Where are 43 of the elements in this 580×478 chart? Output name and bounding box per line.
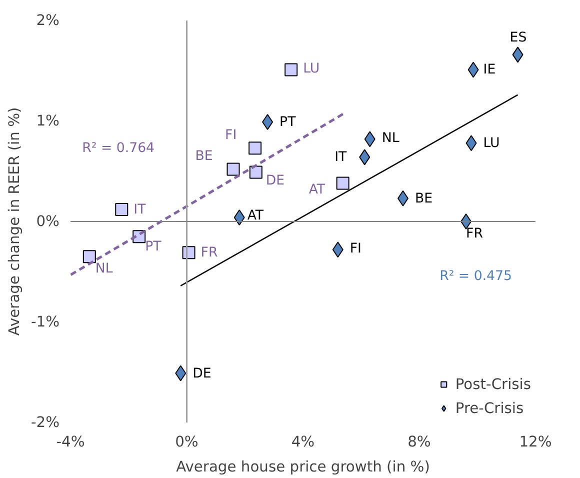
- x-tick-label: 8%: [408, 434, 431, 450]
- point: [226, 162, 240, 176]
- point: [248, 142, 262, 155]
- data-label: PT: [280, 115, 297, 130]
- data-label: DE: [266, 173, 285, 188]
- annotation: R² = 0.764: [82, 141, 155, 156]
- data-label: FR: [466, 226, 483, 242]
- legend-label: Post-Crisis: [455, 376, 531, 392]
- data-label: NL: [95, 262, 114, 277]
- data-label: LU: [483, 136, 500, 152]
- legend-label: Pre-Crisis: [455, 400, 524, 416]
- y-tick-label: 0%: [36, 213, 60, 230]
- annotation: R² = 0.475: [440, 268, 512, 284]
- data-label: AT: [308, 182, 326, 198]
- data-label: ES: [510, 30, 527, 46]
- x-tick-label: 4%: [291, 434, 315, 450]
- x-axis-title: Average house price growth (in %): [176, 458, 430, 476]
- point: [115, 202, 128, 216]
- x-tick-label: 12%: [519, 434, 552, 450]
- point: [82, 250, 96, 264]
- data-label: FI: [225, 128, 237, 144]
- data-label: PT: [145, 240, 162, 255]
- y-tick-label: 2%: [36, 12, 60, 29]
- data-label: IE: [483, 62, 496, 78]
- data-label: AT: [247, 208, 264, 224]
- y-tick-label: 1%: [36, 112, 60, 130]
- x-tick-label: -4%: [56, 434, 85, 450]
- data-label: BE: [195, 149, 213, 164]
- y-tick-label: -1%: [30, 314, 60, 330]
- x-tick-label: 0%: [175, 434, 198, 450]
- data-label: NL: [382, 131, 400, 146]
- data-label: IT: [134, 202, 147, 218]
- data-label: FR: [200, 246, 218, 261]
- data-label: FI: [350, 242, 362, 257]
- data-label: LU: [303, 62, 320, 77]
- point: [249, 166, 262, 179]
- y-tick-label: -2%: [30, 414, 60, 431]
- point: [284, 63, 298, 76]
- data-label: BE: [414, 191, 433, 206]
- data-label: IT: [334, 150, 348, 166]
- point: [336, 176, 350, 190]
- data-label: DE: [192, 366, 212, 382]
- y-axis-title: Average change in REER (in %): [6, 107, 23, 336]
